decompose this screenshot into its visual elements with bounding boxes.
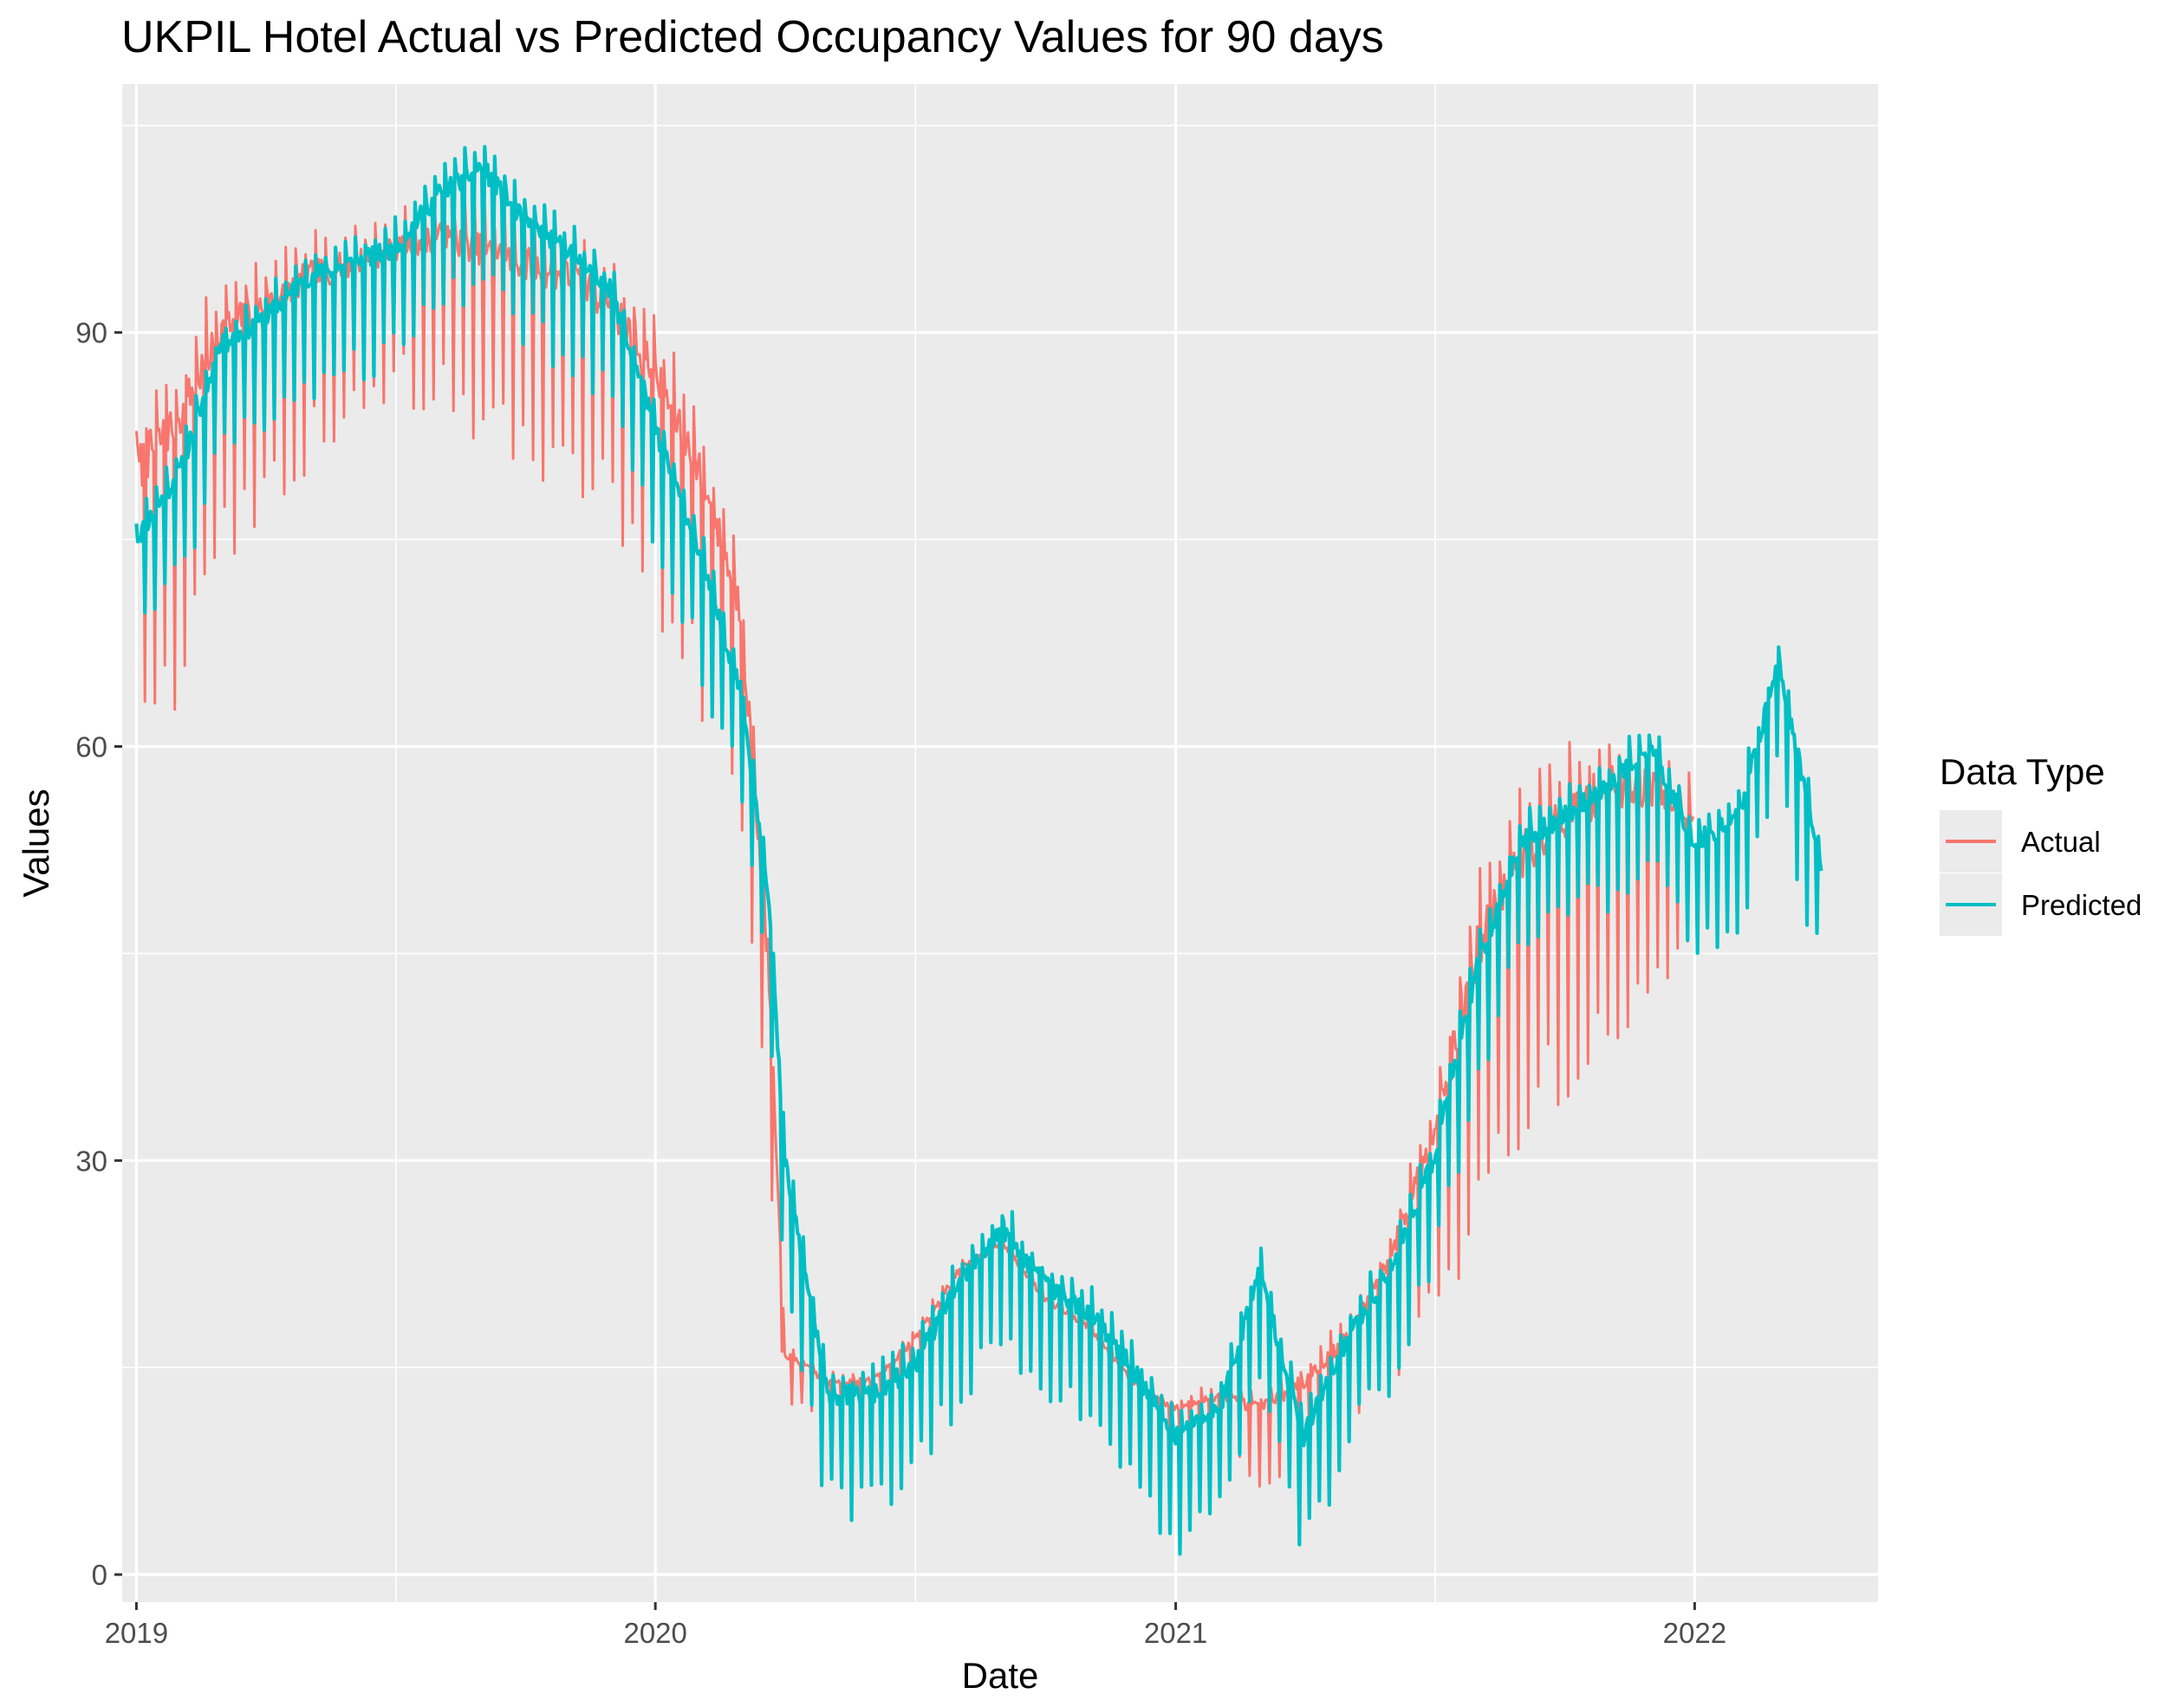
x-tick-label: 2021 bbox=[1144, 1617, 1207, 1649]
x-axis-title: Date bbox=[962, 1655, 1039, 1696]
legend-label-actual: Actual bbox=[2021, 826, 2101, 858]
x-tick-label: 2019 bbox=[105, 1617, 168, 1649]
chart-title: UKPIL Hotel Actual vs Predicted Occupanc… bbox=[121, 12, 1384, 62]
legend: Data Type Actual Predicted bbox=[1940, 751, 2142, 936]
x-tick-label: 2022 bbox=[1663, 1617, 1726, 1649]
y-tick-label: 90 bbox=[75, 317, 107, 349]
legend-label-predicted: Predicted bbox=[2021, 889, 2142, 921]
x-axis: 2019 2020 2021 2022 bbox=[105, 1602, 1726, 1649]
y-tick-label: 60 bbox=[75, 731, 107, 763]
y-axis-title: Values bbox=[16, 789, 56, 897]
legend-title: Data Type bbox=[1940, 751, 2105, 792]
predicted-series bbox=[134, 145, 1823, 1556]
y-axis: 0 30 60 90 bbox=[75, 317, 122, 1591]
y-tick-label: 0 bbox=[92, 1559, 107, 1591]
x-tick-label: 2020 bbox=[623, 1617, 686, 1649]
y-tick-label: 30 bbox=[75, 1145, 107, 1177]
grid-minor bbox=[122, 84, 1878, 1602]
predicted-series-line bbox=[134, 145, 1823, 1556]
